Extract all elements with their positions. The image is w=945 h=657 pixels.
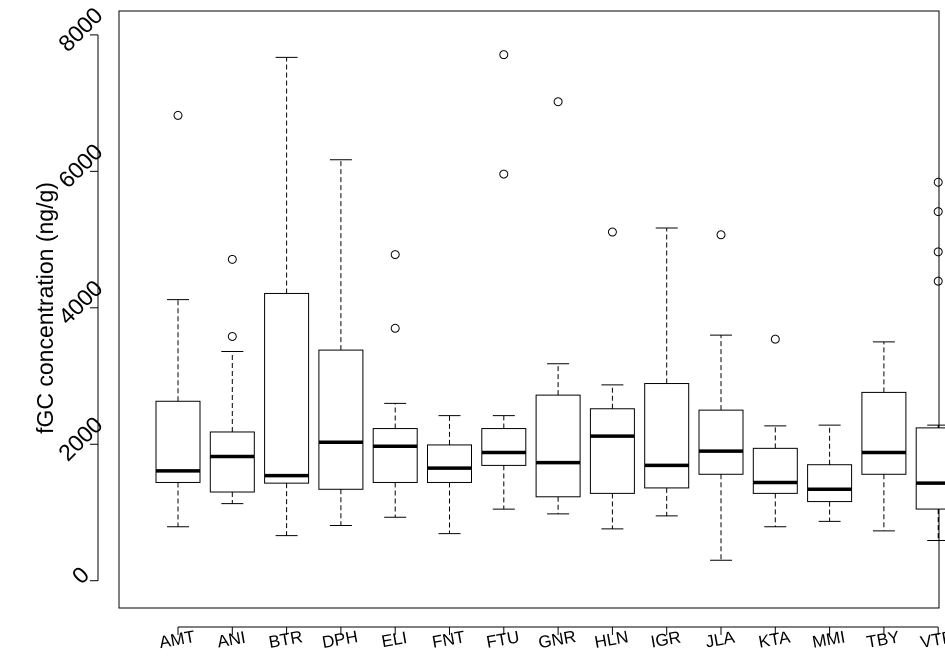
iqr-box — [589, 408, 635, 494]
boxes-group — [155, 50, 945, 561]
x-tick-label: FTU — [485, 627, 521, 651]
iqr-box — [481, 428, 527, 466]
y-tick-label: 0 — [67, 561, 94, 588]
outlier-point — [770, 334, 780, 344]
box-gnr — [535, 97, 581, 515]
x-tick-label: ELI — [380, 628, 408, 651]
x-tick-label: FNT — [431, 627, 467, 651]
iqr-box — [752, 447, 798, 494]
outlier-point — [390, 250, 400, 260]
iqr-box — [644, 383, 690, 489]
box-btr — [264, 56, 310, 537]
outlier-point — [933, 276, 943, 286]
outlier-point — [933, 177, 943, 187]
x-tick-label: KTA — [757, 627, 792, 651]
outlier-point — [173, 110, 183, 120]
box-ani — [209, 254, 255, 505]
box-kta — [752, 334, 798, 528]
iqr-box — [915, 427, 945, 510]
iqr-box — [264, 292, 310, 484]
iqr-box — [318, 349, 364, 490]
iqr-box — [155, 400, 201, 483]
y-tick-label: 4000 — [53, 275, 108, 330]
y-tick-label: 8000 — [53, 2, 108, 57]
y-tick-label: 2000 — [53, 411, 108, 466]
outlier-point — [933, 247, 943, 257]
x-tick-label: IGR — [649, 628, 682, 652]
iqr-box — [535, 394, 581, 498]
outlier-point — [607, 227, 617, 237]
y-axis: 0 2000 4000 6000 8000 — [53, 2, 108, 589]
box-eli — [372, 250, 418, 518]
box-amt — [155, 110, 201, 528]
box-tby — [861, 341, 907, 532]
x-tick-label: TBY — [865, 627, 901, 651]
box-igr — [644, 227, 690, 517]
x-tick-label: BTR — [267, 627, 304, 652]
plot-frame — [118, 10, 940, 609]
x-tick-label: VTR — [919, 627, 945, 652]
iqr-box — [698, 409, 744, 475]
outlier-point — [390, 323, 400, 333]
box-jla — [698, 230, 744, 561]
iqr-box — [427, 444, 472, 483]
iqr-box — [861, 391, 907, 475]
outlier-point — [716, 230, 726, 240]
x-tick-label: JLA — [704, 628, 737, 652]
iqr-box — [209, 431, 255, 493]
x-axis: AMT ANI BTR DPH ELI FNT FTU GNR HLN IGR JLA KTA MMI T… — [158, 626, 945, 652]
outlier-point — [227, 254, 237, 264]
iqr-box — [807, 464, 853, 503]
box-mmi — [807, 424, 853, 522]
x-tick-label: AMT — [158, 627, 197, 652]
x-tick-label: GNR — [537, 627, 578, 652]
box-vtr — [915, 177, 945, 541]
box-ftu — [481, 50, 527, 510]
box-dph — [318, 159, 364, 526]
y-axis-label: fGC concentration (ng/g) — [32, 182, 58, 434]
outlier-point — [553, 97, 563, 107]
outlier-point — [499, 50, 509, 60]
y-tick-label: 6000 — [53, 138, 108, 193]
box-hln — [589, 227, 635, 530]
x-tick-label: ANI — [216, 628, 247, 652]
x-tick-label: DPH — [321, 627, 360, 652]
iqr-box — [372, 428, 418, 483]
outlier-point — [499, 169, 509, 179]
outlier-point — [227, 331, 237, 341]
x-tick-label: MMI — [811, 627, 847, 651]
x-tick-label: HLN — [593, 627, 630, 652]
outlier-point — [933, 207, 943, 217]
box-fnt — [427, 415, 472, 535]
